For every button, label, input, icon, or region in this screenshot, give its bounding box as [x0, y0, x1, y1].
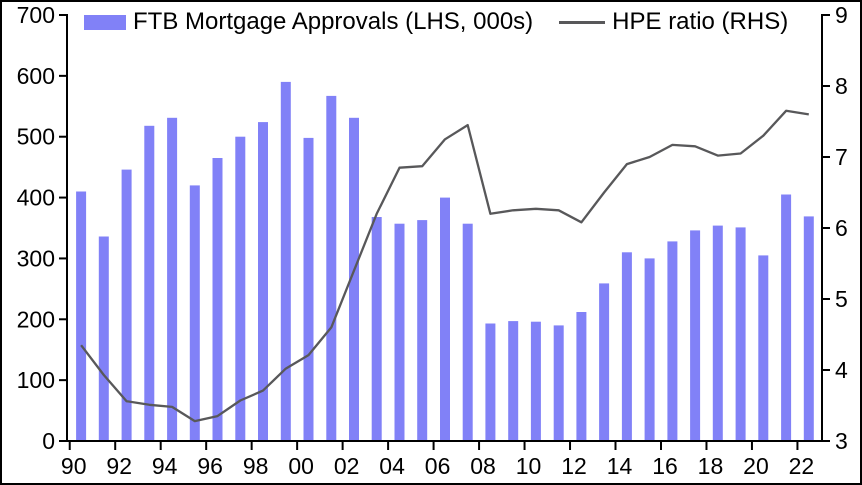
bars-series: [76, 81, 814, 442]
bar-2006: [440, 197, 450, 441]
x-tick-label: 10: [516, 453, 542, 479]
bar-1990: [76, 191, 87, 441]
bar-2000: [303, 137, 314, 441]
left-tick-label: 0: [42, 428, 55, 454]
bar-2003: [371, 217, 382, 441]
bar-1995: [189, 185, 200, 441]
x-tick-label: 18: [698, 453, 724, 479]
bar-2017: [690, 230, 701, 441]
x-tick-label: 90: [61, 453, 87, 479]
x-tick-label: 20: [743, 453, 769, 479]
bar-2014: [621, 252, 632, 441]
bar-2020: [758, 255, 769, 441]
bar-2016: [667, 241, 678, 441]
x-tick-label: 96: [197, 453, 223, 479]
axes: [59, 14, 830, 450]
bar-2005: [417, 220, 428, 441]
bar-1999: [280, 81, 291, 442]
bar-2012: [576, 312, 587, 441]
bar-2019: [735, 227, 746, 441]
bar-series-swatch: [84, 14, 126, 30]
left-tick-label: 100: [17, 367, 55, 393]
x-tick-label: 94: [152, 453, 178, 479]
x-tick-label: 12: [561, 453, 587, 479]
left-tick-label: 500: [17, 124, 55, 150]
bar-2007: [462, 223, 473, 441]
bar-2021: [781, 194, 792, 441]
left-tick-label: 600: [17, 63, 55, 89]
bar-2011: [553, 325, 564, 441]
hpe-line: [80, 109, 809, 423]
x-tick-label: 08: [470, 453, 496, 479]
chart-legend: FTB Mortgage Approvals (LHS, 000s) HPE r…: [84, 8, 788, 36]
right-tick-label: 7: [835, 144, 848, 170]
right-tick-label: 8: [835, 73, 848, 99]
left-tick-label: 200: [17, 306, 55, 332]
legend-item-bars: FTB Mortgage Approvals (LHS, 000s): [84, 8, 533, 36]
left-tick-label: 300: [17, 245, 55, 271]
bar-1998: [258, 122, 268, 441]
right-tick-label: 6: [835, 215, 848, 241]
x-tick-label: 98: [243, 453, 269, 479]
bar-1991: [98, 236, 109, 441]
legend-item-line: HPE ratio (RHS): [559, 8, 788, 36]
bar-2004: [394, 223, 405, 441]
x-tick-label: 22: [789, 453, 815, 479]
x-tick-label: 06: [425, 453, 451, 479]
right-tick-label: 3: [835, 428, 848, 454]
left-tick-label: 700: [17, 2, 55, 28]
bar-1997: [235, 136, 246, 441]
x-tick-label: 00: [288, 453, 314, 479]
bar-2015: [644, 258, 655, 441]
x-tick-label: 14: [607, 453, 633, 479]
right-tick-label: 4: [835, 357, 848, 383]
x-tick-label: 16: [652, 453, 678, 479]
bar-1994: [167, 117, 178, 442]
x-tick-label: 04: [379, 453, 405, 479]
bar-1996: [212, 158, 223, 441]
bar-2018: [712, 225, 723, 441]
bar-2009: [508, 321, 519, 441]
left-tick-label: 400: [17, 185, 55, 211]
right-tick-label: 5: [835, 286, 848, 312]
bar-2008: [485, 323, 496, 441]
x-tick-label: 92: [106, 453, 132, 479]
bar-1992: [121, 169, 132, 441]
right-tick-label: 9: [835, 2, 848, 28]
bar-2001: [326, 95, 337, 442]
bar-2022: [803, 216, 814, 441]
legend-label-line: HPE ratio (RHS): [612, 8, 789, 35]
legend-label-bars: FTB Mortgage Approvals (LHS, 000s): [133, 8, 534, 35]
bar-2013: [599, 283, 610, 441]
line-series-swatch: [559, 20, 606, 24]
bar-2002: [349, 117, 359, 442]
bar-2010: [530, 321, 541, 441]
bar-1993: [144, 125, 155, 442]
x-tick-label: 02: [334, 453, 360, 479]
